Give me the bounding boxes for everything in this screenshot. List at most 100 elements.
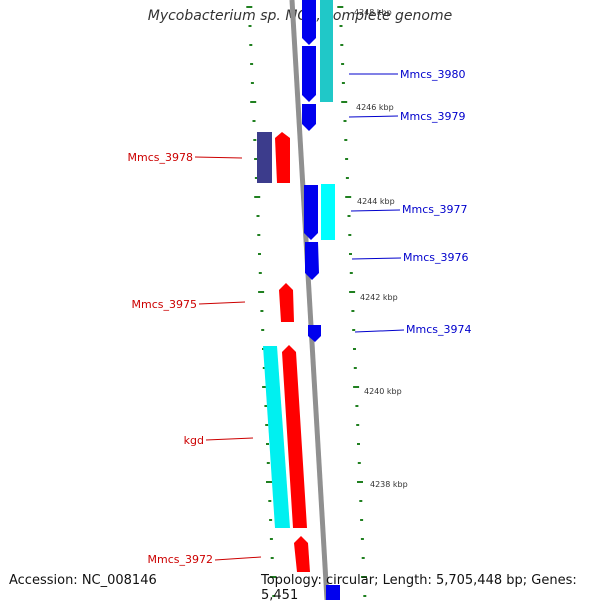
tick-mark bbox=[339, 25, 343, 27]
tick-mark bbox=[258, 272, 262, 274]
callout-line-mmcs-3976 bbox=[351, 257, 402, 260]
tick-mark bbox=[250, 82, 254, 84]
tick-mark bbox=[349, 272, 353, 274]
tick-mark bbox=[353, 367, 357, 369]
tick-mark bbox=[351, 310, 355, 312]
kbp-label-4240: 4240 kbp bbox=[364, 387, 402, 396]
gene-label-mmcs-3979[interactable]: Mmcs_3979 bbox=[400, 110, 465, 123]
inner-tick-marks bbox=[246, 6, 276, 597]
tick-mark bbox=[264, 405, 268, 407]
kbp-label-4238: 4238 kbp bbox=[370, 480, 408, 489]
tick-mark bbox=[261, 329, 265, 331]
tick-mark bbox=[254, 158, 258, 160]
tick-mark bbox=[252, 120, 256, 122]
gene-arrow-mmcs-3978[interactable] bbox=[275, 132, 290, 183]
cds-bar-mmcs-3977[interactable] bbox=[321, 184, 335, 240]
gene-label-mmcs-3972[interactable]: Mmcs_3972 bbox=[148, 553, 213, 566]
tick-mark bbox=[361, 576, 367, 578]
gene-label-mmcs-3974[interactable]: Mmcs_3974 bbox=[406, 323, 471, 336]
callout-line-kgd bbox=[205, 437, 254, 441]
kbp-label-4242: 4242 kbp bbox=[360, 293, 398, 302]
tick-mark bbox=[337, 6, 344, 8]
callout-line-mmcs-3979 bbox=[348, 115, 399, 118]
tick-mark bbox=[256, 215, 260, 217]
gene-label-mmcs-3977[interactable]: Mmcs_3977 bbox=[402, 203, 467, 216]
tick-mark bbox=[269, 538, 273, 540]
tick-mark bbox=[254, 177, 258, 179]
tick-mark bbox=[258, 291, 265, 293]
cds-bar-kgd[interactable] bbox=[263, 346, 290, 528]
tick-mark bbox=[357, 462, 361, 464]
tick-mark bbox=[345, 196, 352, 198]
tick-mark bbox=[250, 63, 254, 65]
accession-text: Accession: NC_008146 bbox=[9, 573, 157, 588]
cds-bar-mmcs-3980[interactable] bbox=[320, 0, 333, 102]
tick-mark bbox=[258, 253, 261, 255]
callout-line-mmcs-3978 bbox=[194, 156, 243, 159]
tick-mark bbox=[359, 500, 363, 502]
genome-backbone bbox=[289, 0, 330, 600]
tick-mark bbox=[341, 101, 348, 103]
gene-label-mmcs-3978[interactable]: Mmcs_3978 bbox=[128, 151, 193, 164]
tick-mark bbox=[345, 177, 349, 179]
topology-text: Topology: circular; Length: 5,705,448 bp… bbox=[261, 573, 577, 603]
dark-feature-bar[interactable] bbox=[257, 132, 272, 183]
gene-label-kgd[interactable]: kgd bbox=[184, 434, 204, 447]
gene-arrow-bottom[interactable] bbox=[326, 585, 340, 600]
tick-mark bbox=[266, 462, 270, 464]
tick-mark bbox=[353, 348, 356, 350]
gene-arrow-kgd[interactable] bbox=[282, 345, 307, 528]
gene-arrow-top[interactable] bbox=[302, 0, 316, 45]
gene-label-mmcs-3975[interactable]: Mmcs_3975 bbox=[132, 298, 197, 311]
tick-mark bbox=[348, 234, 352, 236]
tick-mark bbox=[257, 234, 261, 236]
gene-label-mmcs-3976[interactable]: Mmcs_3976 bbox=[403, 251, 468, 264]
gene-arrow-mmcs-3979[interactable] bbox=[302, 104, 316, 131]
tick-mark bbox=[266, 481, 272, 483]
tick-mark bbox=[248, 25, 252, 27]
tick-mark bbox=[357, 481, 363, 483]
tick-mark bbox=[340, 44, 344, 46]
gene-arrow-mmcs-3976[interactable] bbox=[305, 242, 319, 280]
tick-mark bbox=[341, 82, 345, 84]
gene-arrow-mmcs-3975[interactable] bbox=[279, 283, 294, 322]
tick-mark bbox=[345, 158, 349, 160]
tick-mark bbox=[262, 386, 269, 388]
tick-mark bbox=[262, 367, 266, 369]
callout-line-mmcs-3972 bbox=[214, 556, 262, 561]
tick-mark bbox=[269, 519, 273, 521]
tick-mark bbox=[360, 519, 364, 521]
tick-mark bbox=[344, 139, 348, 141]
outer-tick-marks bbox=[337, 6, 367, 597]
tick-mark bbox=[343, 120, 347, 122]
callout-line-mmcs-3975 bbox=[198, 301, 246, 305]
gene-arrow-mmcs-3972[interactable] bbox=[294, 536, 310, 572]
gene-arrow-mmcs-3977[interactable] bbox=[304, 185, 318, 240]
kbp-label-4246: 4246 kbp bbox=[356, 103, 394, 112]
callout-line-mmcs-3974 bbox=[354, 329, 405, 333]
tick-mark bbox=[265, 424, 269, 426]
tick-mark bbox=[357, 443, 360, 445]
kbp-label-4244: 4244 kbp bbox=[357, 197, 395, 206]
tick-mark bbox=[260, 310, 264, 312]
tick-mark bbox=[347, 215, 351, 217]
tick-mark bbox=[349, 253, 352, 255]
tick-mark bbox=[353, 386, 360, 388]
tick-mark bbox=[363, 595, 367, 597]
tick-mark bbox=[253, 139, 257, 141]
gene-arrow-mmcs-3980[interactable] bbox=[302, 46, 316, 102]
tick-mark bbox=[254, 196, 261, 198]
callout-line-mmcs-3977 bbox=[350, 209, 401, 212]
tick-mark bbox=[361, 557, 365, 559]
tick-mark bbox=[341, 63, 345, 65]
gene-arrow-mmcs-3974[interactable] bbox=[308, 325, 321, 342]
tick-mark bbox=[266, 443, 269, 445]
tick-mark bbox=[270, 557, 274, 559]
tick-mark bbox=[268, 500, 272, 502]
gene-label-mmcs-3980[interactable]: Mmcs_3980 bbox=[400, 68, 465, 81]
tick-mark bbox=[272, 595, 276, 597]
tick-mark bbox=[246, 6, 253, 8]
tick-mark bbox=[352, 329, 356, 331]
tick-mark bbox=[349, 291, 356, 293]
